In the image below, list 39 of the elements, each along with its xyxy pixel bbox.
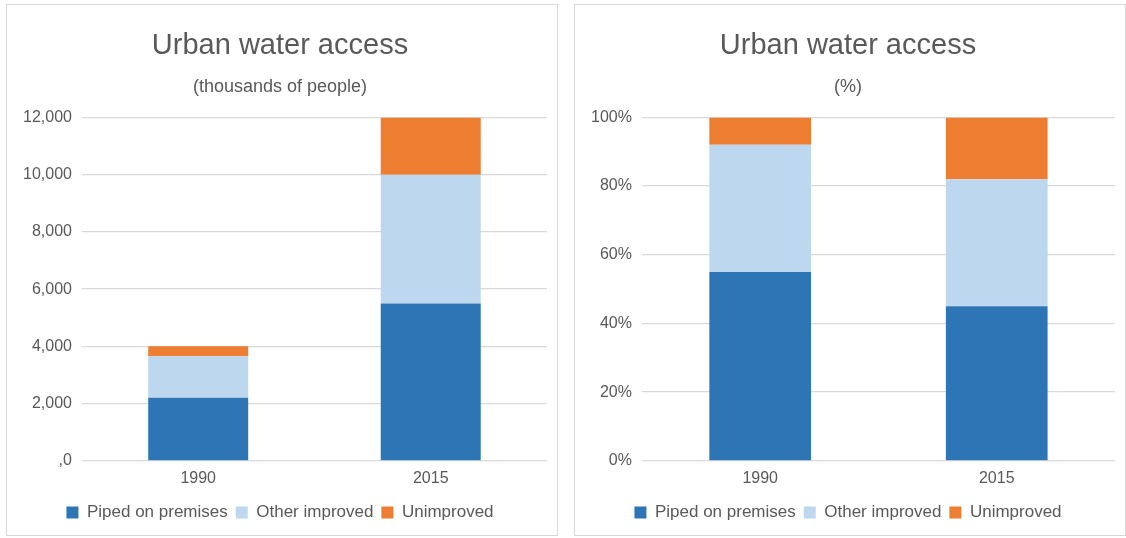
- y-tick-label: 0%: [608, 451, 632, 469]
- legend-label: Unimproved: [401, 502, 494, 522]
- chart-subtitle: (%): [834, 75, 862, 96]
- bar: [148, 356, 249, 398]
- y-tick-label: ,0: [58, 451, 73, 469]
- y-tick-label: 60%: [599, 245, 632, 263]
- y-tick-label: 80%: [599, 176, 632, 194]
- chart-title: Urban water access: [719, 28, 977, 61]
- y-tick-label: 6,000: [31, 279, 73, 297]
- bar: [380, 303, 481, 461]
- bar: [709, 271, 812, 461]
- legend-label: Piped on premises: [654, 502, 796, 522]
- bar: [945, 306, 1048, 461]
- chart-subtitle: (thousands of people): [192, 75, 368, 96]
- x-tick-label: 1990: [742, 468, 779, 486]
- y-tick-label: 12,000: [23, 107, 73, 125]
- bar: [709, 144, 812, 272]
- y-tick-label: 10,000: [23, 165, 73, 183]
- bar: [709, 117, 812, 145]
- y-tick-label: 8,000: [31, 222, 73, 240]
- x-tick-label: 1990: [180, 468, 217, 486]
- x-tick-label: 2015: [978, 468, 1015, 486]
- x-tick-label: 2015: [412, 468, 449, 486]
- legend-label: Other improved: [256, 502, 374, 522]
- bar: [945, 117, 1048, 180]
- bar: [945, 179, 1048, 307]
- y-tick-label: 20%: [599, 382, 632, 400]
- bar: [380, 174, 481, 304]
- y-tick-label: 100%: [591, 107, 632, 125]
- legend-label: Unimproved: [969, 502, 1062, 522]
- chart-title: Urban water access: [151, 28, 409, 61]
- bar: [148, 346, 249, 357]
- legend-label: Piped on premises: [86, 502, 228, 522]
- legend-label: Other improved: [824, 502, 942, 522]
- y-tick-label: 40%: [599, 313, 632, 331]
- y-tick-label: 4,000: [31, 336, 73, 354]
- bar: [148, 397, 249, 461]
- y-tick-label: 2,000: [31, 393, 73, 411]
- bar: [380, 117, 481, 175]
